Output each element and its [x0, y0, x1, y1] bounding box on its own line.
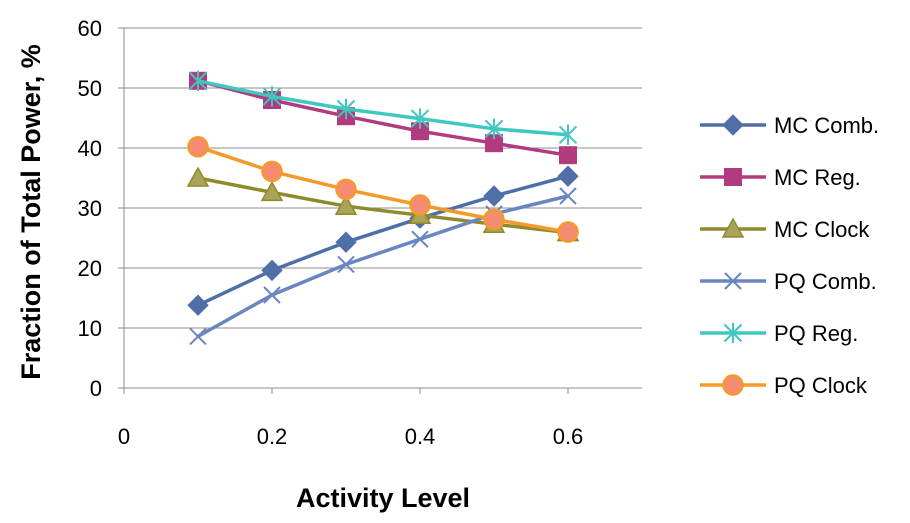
- y-axis-title: Fraction of Total Power, %: [16, 44, 46, 380]
- y-tick-label: 10: [78, 316, 102, 341]
- series-line: [197, 79, 569, 137]
- diamond-marker: [187, 294, 209, 316]
- x-marker: [337, 255, 355, 274]
- circle-marker: [409, 194, 431, 216]
- x-marker-stroke: [189, 327, 207, 346]
- y-tick-label: 20: [78, 256, 102, 281]
- legend-label: PQ Comb.: [774, 269, 877, 294]
- gridlines: [124, 27, 642, 329]
- x-marker: [263, 286, 281, 304]
- legend-item: MC Comb.: [700, 113, 879, 138]
- x-axis-title: Activity Level: [296, 483, 470, 513]
- y-tick-label: 60: [78, 16, 102, 41]
- x-tick-label: 0.4: [405, 424, 436, 449]
- legend: MC Comb. MC Reg. MC Clock PQ Comb. PQ Reg. PQ…: [700, 113, 879, 398]
- diamond-marker: [557, 165, 579, 187]
- x-tick-label: 0.6: [553, 424, 584, 449]
- triangle-marker: [721, 217, 745, 238]
- series-line: [197, 145, 569, 234]
- star-marker: [336, 98, 356, 120]
- legend-item: PQ Clock: [700, 373, 868, 398]
- circle-marker: [722, 374, 744, 396]
- legend-label: MC Clock: [774, 217, 870, 242]
- y-tick-label: 50: [78, 76, 102, 101]
- x-marker-stroke: [559, 187, 577, 205]
- x-marker: [411, 230, 429, 248]
- x-marker: [724, 272, 742, 290]
- diamond-marker: [483, 185, 505, 207]
- x-marker-stroke: [263, 286, 281, 304]
- triangle-marker: [260, 180, 284, 202]
- legend-label: PQ Clock: [774, 373, 868, 398]
- star-marker: [723, 322, 743, 344]
- legend-label: PQ Reg.: [774, 321, 858, 346]
- legend-item: PQ Comb.: [700, 269, 877, 294]
- x-marker: [189, 327, 207, 346]
- star-marker: [558, 124, 578, 145]
- star-marker: [484, 118, 504, 139]
- star-marker: [410, 108, 430, 129]
- y-tick-label: 0: [90, 376, 102, 401]
- x-marker: [559, 187, 577, 205]
- circle-marker: [335, 178, 357, 201]
- series-pq-clock: [187, 136, 579, 243]
- axes: 0 10 20 30 40 50 60 0 0.2 0.4 0.6: [78, 16, 642, 449]
- circle-marker: [261, 160, 283, 183]
- circle-marker: [483, 208, 505, 231]
- series-pq-reg: [188, 70, 578, 145]
- circle-marker: [557, 221, 579, 243]
- x-tick-label: 0: [118, 424, 130, 449]
- diamond-marker: [335, 231, 357, 253]
- circle-marker: [187, 136, 209, 158]
- x-marker-stroke: [411, 230, 429, 248]
- triangle-marker: [334, 194, 358, 215]
- star-marker: [262, 86, 282, 107]
- y-tick-label: 30: [78, 196, 102, 221]
- series-line: [197, 79, 569, 157]
- square-marker: [724, 168, 742, 186]
- diamond-marker: [722, 114, 744, 136]
- legend-label: MC Reg.: [774, 165, 861, 190]
- series-line: [197, 174, 569, 307]
- diamond-marker: [261, 259, 283, 282]
- x-marker-stroke: [724, 272, 742, 290]
- x-tick-label: 0.2: [257, 424, 288, 449]
- series-line: [197, 194, 569, 338]
- series-mc-reg: [189, 71, 577, 165]
- square-marker: [559, 146, 577, 165]
- legend-item: MC Reg.: [700, 165, 861, 190]
- plot-series: [186, 70, 580, 346]
- series-line: [197, 176, 569, 235]
- legend-item: MC Clock: [700, 217, 870, 242]
- legend-label: MC Comb.: [774, 113, 879, 138]
- x-marker-stroke: [337, 255, 355, 274]
- legend-item: PQ Reg.: [700, 321, 858, 346]
- y-tick-label: 40: [78, 136, 102, 161]
- star-marker: [188, 70, 208, 91]
- triangle-marker: [186, 166, 210, 187]
